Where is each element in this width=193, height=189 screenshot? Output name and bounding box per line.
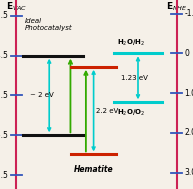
Text: 2.2 eV: 2.2 eV xyxy=(96,108,119,114)
Text: Hematite: Hematite xyxy=(74,165,113,174)
Text: 0: 0 xyxy=(185,49,190,58)
Text: -1.0: -1.0 xyxy=(185,9,193,18)
Text: E$_{NHE}$: E$_{NHE}$ xyxy=(166,1,187,13)
Text: -4.5: -4.5 xyxy=(0,51,8,60)
Text: ~ 2 eV: ~ 2 eV xyxy=(30,92,54,98)
Text: 3.0: 3.0 xyxy=(185,168,193,177)
Text: 1.0: 1.0 xyxy=(185,89,193,98)
Text: E$_{VAC}$: E$_{VAC}$ xyxy=(6,1,27,13)
Text: -7.5: -7.5 xyxy=(0,171,8,180)
Text: -3.5: -3.5 xyxy=(0,11,8,20)
Text: H$_2$O/O$_2$: H$_2$O/O$_2$ xyxy=(117,107,145,118)
Text: 2.0: 2.0 xyxy=(185,128,193,137)
Text: Ideal
Photocatalyst: Ideal Photocatalyst xyxy=(25,18,73,32)
Text: 1.23 eV: 1.23 eV xyxy=(121,75,147,81)
Text: -6.5: -6.5 xyxy=(0,131,8,140)
Text: -5.5: -5.5 xyxy=(0,91,8,100)
Text: H$_2$O/H$_2$: H$_2$O/H$_2$ xyxy=(117,38,145,48)
